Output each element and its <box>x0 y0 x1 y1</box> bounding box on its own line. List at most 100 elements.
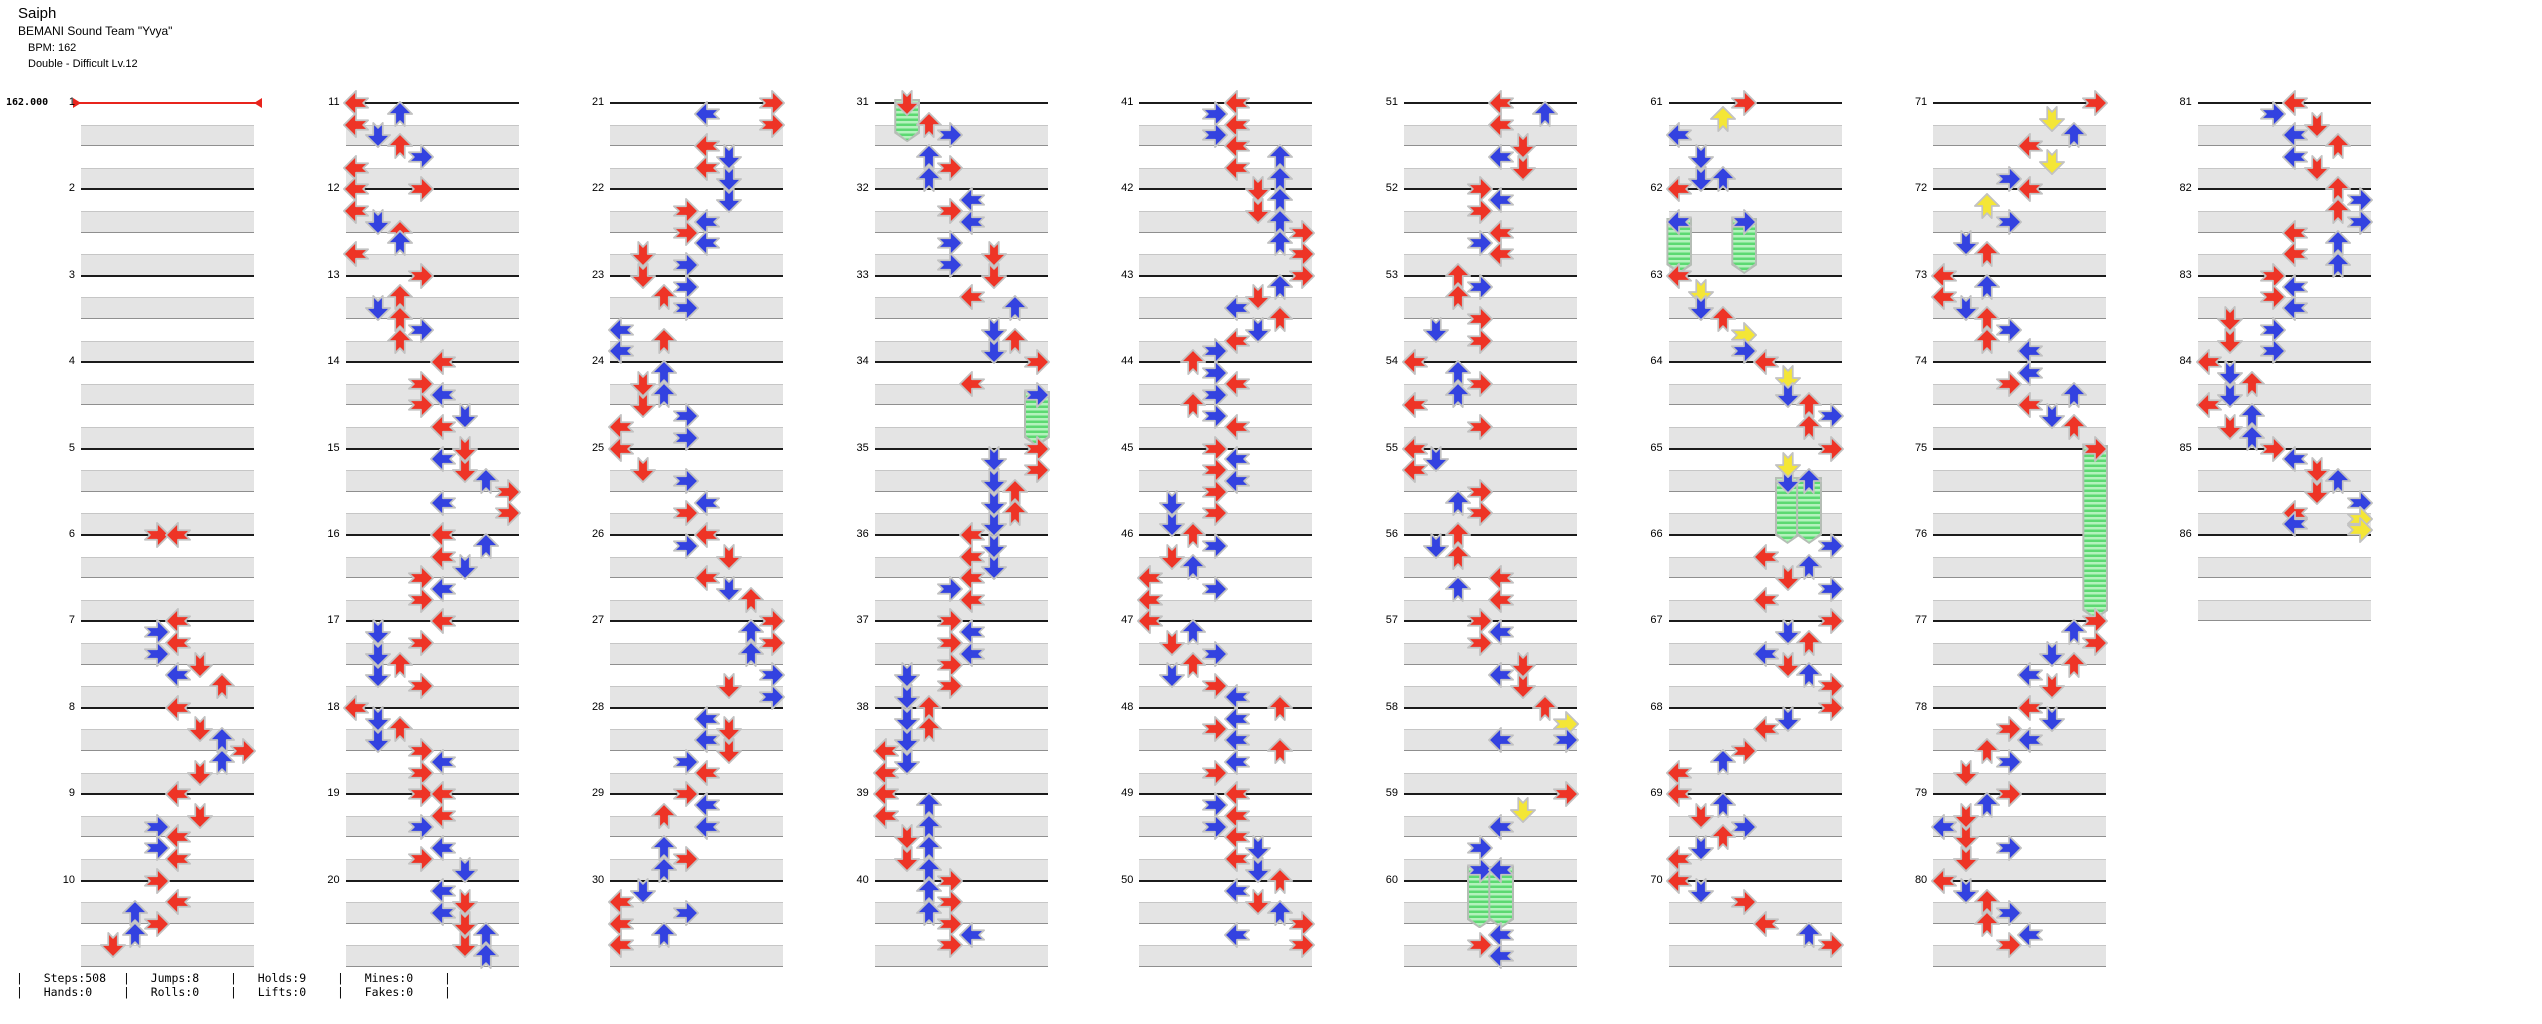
note-arrow-D <box>1509 673 1536 700</box>
note-arrow-L <box>1666 781 1693 808</box>
note-arrow-D <box>1245 889 1272 916</box>
note-arrow-R <box>408 176 435 203</box>
note-arrow-L <box>2282 144 2309 170</box>
note-arrow-L <box>165 662 192 689</box>
note-arrow-D <box>1509 154 1536 181</box>
measure-line <box>81 447 254 450</box>
stats-row-1: | Steps:508 | Jumps:8 | Holds:9 | Mines:0 | <box>16 971 451 985</box>
measure-line <box>610 274 784 277</box>
measure-number: 34 <box>856 355 869 368</box>
measure-number: 41 <box>1121 96 1134 108</box>
note-arrow-D <box>980 532 1007 559</box>
note-arrow-U <box>1445 381 1472 408</box>
note-arrow-L <box>694 522 721 548</box>
note-arrow-L <box>429 543 456 570</box>
note-arrow-R <box>1995 781 2022 808</box>
note-arrow-D <box>365 619 392 646</box>
note-arrow-U <box>1974 273 2001 300</box>
note-arrow-R <box>1995 835 2022 862</box>
note-arrow-R <box>937 932 964 959</box>
measure-line <box>81 188 254 191</box>
measure-line <box>1404 706 1577 709</box>
note-arrow-U <box>651 921 678 948</box>
measure-number: 73 <box>1914 268 1928 281</box>
measure-number: 58 <box>1385 700 1398 713</box>
note-arrow-R <box>143 522 170 548</box>
measure-number: 37 <box>856 614 869 627</box>
note-arrow-U <box>915 111 942 138</box>
measure-number: 44 <box>1121 355 1134 368</box>
measure-line <box>81 274 254 277</box>
note-arrow-R <box>1466 198 1493 224</box>
note-arrow-D <box>629 878 656 905</box>
measure-line <box>345 102 519 104</box>
measure-line <box>1933 447 2107 450</box>
note-arrow-D <box>629 392 656 419</box>
note-arrow-R <box>1288 932 1315 959</box>
stat-cell: | Lifts:0 <box>230 985 307 999</box>
note-arrow-U <box>651 327 678 354</box>
note-arrow-L <box>1488 144 1515 170</box>
note-arrow-D <box>365 208 392 235</box>
note-arrow-D <box>980 511 1007 538</box>
note-arrow-L <box>2017 176 2044 203</box>
note-arrow-U <box>1709 306 1736 332</box>
note-arrow-U <box>1445 522 1472 548</box>
note-arrow-R <box>1553 781 1580 808</box>
measure-number: 64 <box>1650 355 1663 368</box>
measure-number: 51 <box>1385 96 1398 108</box>
note-arrow-U <box>1974 327 2001 354</box>
note-arrow-L <box>429 835 456 862</box>
note-arrow-U <box>1266 306 1293 332</box>
note-arrow-R <box>1466 500 1493 527</box>
note-arrow-L <box>1666 262 1693 289</box>
measure-stripe <box>1139 599 1313 622</box>
measure-line <box>1404 274 1577 277</box>
note-arrow-L <box>1752 910 1779 937</box>
measure-stripe <box>81 383 254 406</box>
note-arrow-D <box>186 759 213 786</box>
song-difficulty: Double - Difficult Lv.12 <box>28 58 138 70</box>
measure-line <box>1139 706 1313 709</box>
measure-line <box>1933 534 2107 536</box>
note-arrow-U <box>2325 252 2352 278</box>
note-arrow-D <box>894 662 921 689</box>
measure-line <box>874 361 1048 364</box>
measure-number: 26 <box>591 528 605 540</box>
note-arrow-D <box>1952 802 1979 829</box>
measure-stripe <box>1668 945 1842 967</box>
note-arrow-U <box>1002 478 1029 505</box>
note-arrow-U <box>1796 414 1823 440</box>
note-arrow-D <box>2303 478 2330 505</box>
note-arrow-U <box>2325 198 2352 224</box>
measure-stripe <box>345 124 519 147</box>
note-arrow-D <box>1952 759 1979 786</box>
note-arrow-L <box>1666 176 1693 203</box>
note-arrow-U <box>651 360 678 386</box>
note-arrow-D <box>451 403 478 430</box>
note-arrow-R <box>1817 403 1844 430</box>
note-arrow-L <box>165 781 192 808</box>
measure-number: 84 <box>2179 355 2192 368</box>
note-arrow-U <box>1974 738 2001 764</box>
measure-line <box>874 706 1048 709</box>
hold-note-fill <box>1469 868 1491 927</box>
note-arrow-L <box>1223 468 1250 494</box>
measure-number: 6 <box>68 528 75 540</box>
note-arrow-U <box>915 694 942 721</box>
note-arrow-D <box>2039 673 2066 700</box>
measure-line <box>1139 188 1313 191</box>
note-arrow-R <box>1995 716 2022 743</box>
note-arrow-R <box>1731 338 1758 365</box>
measure-stripe <box>1933 513 2107 535</box>
note-arrow-D <box>894 748 921 775</box>
measure-line <box>345 879 519 882</box>
note-arrow-D <box>980 262 1007 289</box>
note-arrow-D <box>1158 662 1185 689</box>
note-arrow-U <box>473 468 500 494</box>
note-arrow-D <box>365 122 392 149</box>
measure-number: 32 <box>856 182 869 195</box>
note-arrow-L <box>1223 921 1250 948</box>
note-arrow-U <box>2238 403 2265 430</box>
note-arrow-U <box>1709 106 1736 133</box>
